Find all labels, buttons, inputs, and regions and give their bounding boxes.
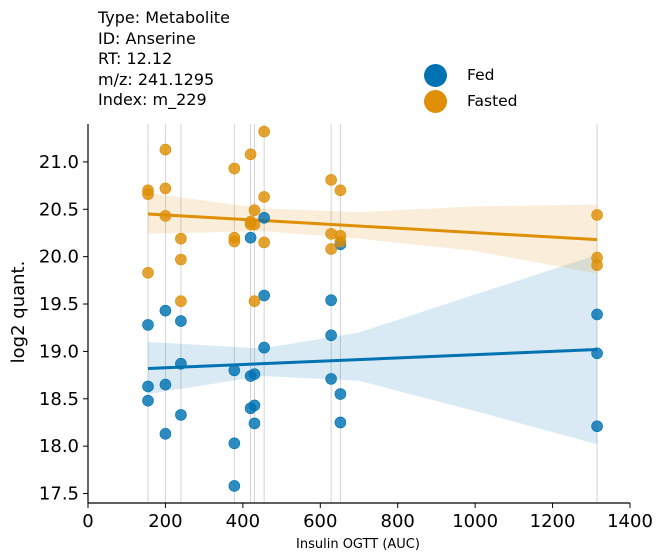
point-fed-1 — [142, 380, 154, 393]
point-fasted-19 — [258, 191, 270, 203]
confidence-bands — [148, 193, 598, 445]
legend-item-fasted: Fasted — [424, 88, 518, 114]
y-tick-label-4: 19.5 — [39, 294, 79, 315]
feature-metadata: Type: Metabolite ID: Anserine RT: 12.12 … — [98, 8, 230, 111]
point-fed-18 — [258, 212, 270, 224]
point-fed-25 — [334, 388, 347, 400]
point-fed-20 — [258, 341, 270, 354]
point-fasted-5 — [159, 210, 172, 222]
point-fed-2 — [142, 394, 154, 407]
point-fed-15 — [248, 368, 261, 380]
point-fasted-16 — [248, 218, 261, 231]
x-tick-label-4: 800 — [381, 511, 415, 532]
point-fed-26 — [334, 416, 347, 429]
trend-line-fasted — [147, 212, 598, 242]
point-fasted-1 — [142, 188, 154, 200]
point-fed-4 — [159, 378, 172, 391]
trend-line-fed — [147, 348, 598, 370]
point-fasted-9 — [228, 162, 241, 175]
x-tick-label-1: 200 — [148, 511, 182, 532]
point-fed-21 — [325, 294, 337, 307]
point-fasted-24 — [334, 184, 347, 197]
point-fed-9 — [228, 364, 241, 377]
point-fasted-18 — [258, 125, 270, 138]
point-fasted-7 — [175, 253, 187, 266]
point-fed-27 — [591, 308, 603, 321]
point-fasted-6 — [175, 232, 187, 245]
point-fed-5 — [159, 428, 172, 440]
x-tick-label-2: 400 — [226, 511, 260, 532]
point-fasted-21 — [325, 174, 337, 186]
y-tick-label-3: 19.0 — [39, 341, 79, 362]
point-fed-16 — [248, 399, 261, 412]
meta-type: Type: Metabolite — [98, 8, 230, 27]
point-fed-29 — [591, 420, 603, 433]
point-fed-0 — [142, 319, 154, 331]
meta-id: ID: Anserine — [98, 28, 196, 48]
point-fed-17 — [248, 417, 261, 430]
point-fasted-29 — [591, 259, 603, 271]
point-fed-7 — [175, 357, 187, 370]
point-fasted-2 — [142, 266, 154, 279]
y-tick-label-7: 21.0 — [39, 152, 79, 173]
trend-lines — [147, 212, 598, 370]
x-axis-label: Insulin OGTT (AUC) — [296, 537, 420, 552]
point-fed-28 — [591, 347, 603, 360]
point-fed-23 — [325, 373, 337, 385]
point-fasted-3 — [159, 143, 172, 156]
y-tick-label-0: 17.5 — [39, 484, 79, 505]
legend-marker-fasted — [424, 89, 447, 113]
y-tick-label-2: 18.5 — [39, 389, 79, 410]
y-axis-label: log2 quant. — [8, 261, 29, 364]
point-fed-19 — [258, 289, 270, 302]
axes: 0 200 400 600 800 1000 1200 1400 17.5 18.0 18.5 19.… — [39, 124, 653, 532]
point-fasted-27 — [591, 209, 603, 221]
x-tick-label-5: 1000 — [452, 511, 498, 532]
legend: Fed Fasted — [424, 62, 518, 114]
point-fed-8 — [175, 409, 187, 421]
point-fed-10 — [228, 437, 241, 450]
x-tick-label-0: 0 — [82, 511, 93, 532]
legend-label-fasted: Fasted — [467, 92, 518, 110]
meta-mz: m/z: 241.1295 — [98, 69, 215, 89]
legend-label-fed: Fed — [467, 66, 495, 84]
point-fasted-15 — [248, 204, 261, 217]
y-tick-label-6: 20.5 — [39, 199, 79, 220]
data-points — [142, 125, 603, 492]
x-tick-label-3: 600 — [303, 511, 337, 532]
point-fasted-8 — [175, 295, 187, 307]
point-fasted-4 — [159, 182, 172, 195]
x-tick-label-7: 1400 — [607, 511, 653, 532]
x-tick-label-6: 1200 — [530, 511, 576, 532]
legend-item-fed: Fed — [424, 62, 518, 88]
point-fasted-17 — [248, 295, 261, 307]
point-fasted-23 — [325, 243, 337, 255]
point-fasted-20 — [258, 236, 270, 249]
point-fed-22 — [325, 329, 337, 342]
point-fed-11 — [228, 480, 241, 492]
point-fed-6 — [175, 315, 187, 327]
legend-marker-fed — [424, 63, 447, 87]
meta-rt: RT: 12.12 — [98, 49, 173, 68]
point-fasted-11 — [228, 235, 241, 248]
y-tick-label-5: 20.0 — [39, 247, 79, 268]
ci-band-fasted — [148, 193, 598, 274]
point-fed-12 — [244, 231, 257, 244]
point-fed-3 — [159, 304, 172, 317]
ci-band-fed — [148, 254, 598, 445]
point-fasted-26 — [334, 235, 347, 248]
meta-index: Index: m_229 — [98, 90, 207, 109]
point-fasted-12 — [244, 148, 257, 161]
y-tick-label-1: 18.0 — [39, 436, 79, 457]
